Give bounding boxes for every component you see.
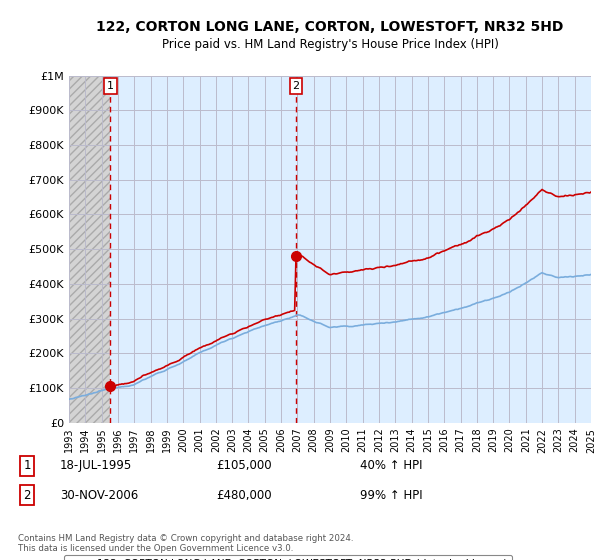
Text: 2: 2	[23, 488, 31, 502]
HPI: Average price, detached house, East Suffolk: (2.02e+03, 3.17e+05): Average price, detached house, East Suff…	[439, 309, 446, 316]
Text: Price paid vs. HM Land Registry's House Price Index (HPI): Price paid vs. HM Land Registry's House …	[161, 38, 499, 50]
HPI: Average price, detached house, East Suffolk: (2.02e+03, 4.32e+05): Average price, detached house, East Suff…	[538, 269, 545, 276]
HPI: Average price, detached house, East Suffolk: (2.03e+03, 4.28e+05): Average price, detached house, East Suff…	[589, 271, 596, 278]
Text: 2: 2	[293, 81, 299, 91]
Text: 1: 1	[107, 81, 114, 91]
Text: 122, CORTON LONG LANE, CORTON, LOWESTOFT, NR32 5HD: 122, CORTON LONG LANE, CORTON, LOWESTOFT…	[97, 20, 563, 34]
HPI: Average price, detached house, East Suffolk: (2.01e+03, 2.77e+05): Average price, detached house, East Suff…	[347, 323, 354, 330]
Line: 122, CORTON LONG LANE, CORTON, LOWESTOFT, NR32 5HD (detached house): 122, CORTON LONG LANE, CORTON, LOWESTOFT…	[110, 189, 592, 386]
122, CORTON LONG LANE, CORTON, LOWESTOFT, NR32 5HD (detached house)	[562, 192, 569, 199]
122, CORTON LONG LANE, CORTON, LOWESTOFT, NR32 5HD (detached house)	[437, 249, 444, 256]
122, CORTON LONG LANE, CORTON, LOWESTOFT, NR32 5HD (detached house)	[589, 189, 596, 195]
122, CORTON LONG LANE, CORTON, LOWESTOFT, NR32 5HD (detached house)	[412, 258, 419, 264]
122, CORTON LONG LANE, CORTON, LOWESTOFT, NR32 5HD (detached house)	[137, 374, 145, 381]
Bar	[69, 76, 110, 423]
Text: 30-NOV-2006: 30-NOV-2006	[60, 488, 138, 502]
Text: 18-JUL-1995: 18-JUL-1995	[60, 459, 132, 473]
Text: £480,000: £480,000	[216, 488, 272, 502]
Text: Contains HM Land Registry data © Crown copyright and database right 2024.
This d: Contains HM Land Registry data © Crown c…	[18, 534, 353, 553]
Text: 99% ↑ HPI: 99% ↑ HPI	[360, 488, 422, 502]
Legend: 122, CORTON LONG LANE, CORTON, LOWESTOFT, NR32 5HD (detached house), HPI: Averag: 122, CORTON LONG LANE, CORTON, LOWESTOFT…	[64, 555, 512, 560]
122, CORTON LONG LANE, CORTON, LOWESTOFT, NR32 5HD (detached house)	[106, 382, 113, 389]
122, CORTON LONG LANE, CORTON, LOWESTOFT, NR32 5HD (detached house)	[286, 309, 293, 315]
HPI: Average price, detached house, East Suffolk: (2.01e+03, 2.9e+05): Average price, detached house, East Suff…	[274, 319, 281, 325]
Text: £105,000: £105,000	[216, 459, 272, 473]
122, CORTON LONG LANE, CORTON, LOWESTOFT, NR32 5HD (detached house)	[538, 186, 545, 193]
Text: 1: 1	[23, 459, 31, 473]
Line: HPI: Average price, detached house, East Suffolk: HPI: Average price, detached house, East…	[69, 273, 592, 399]
HPI: Average price, detached house, East Suffolk: (2.02e+03, 3.69e+05): Average price, detached house, East Suff…	[499, 291, 506, 298]
HPI: Average price, detached house, East Suffolk: (2.02e+03, 4.25e+05): Average price, detached house, East Suff…	[547, 272, 554, 278]
122, CORTON LONG LANE, CORTON, LOWESTOFT, NR32 5HD (detached house)	[109, 383, 116, 390]
HPI: Average price, detached house, East Suffolk: (2.01e+03, 2.86e+05): Average price, detached house, East Suff…	[374, 320, 381, 326]
Text: 40% ↑ HPI: 40% ↑ HPI	[360, 459, 422, 473]
HPI: Average price, detached house, East Suffolk: (1.99e+03, 6.79e+04): Average price, detached house, East Suff…	[65, 396, 73, 403]
122, CORTON LONG LANE, CORTON, LOWESTOFT, NR32 5HD (detached house)	[393, 262, 400, 268]
